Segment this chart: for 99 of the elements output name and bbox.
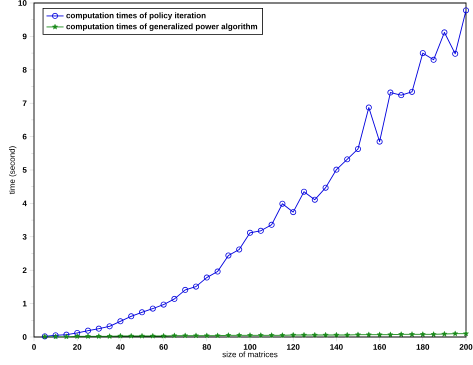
point — [214, 268, 221, 275]
point — [388, 332, 394, 338]
y-tick-label: 2 — [22, 267, 27, 273]
point — [160, 302, 167, 308]
x-tick-label: 180 — [416, 344, 430, 350]
point — [74, 330, 80, 336]
point — [96, 333, 102, 339]
point — [430, 331, 436, 337]
y-tick-label: 9 — [22, 34, 27, 40]
x-tick-label: 160 — [373, 344, 386, 350]
point — [204, 274, 210, 281]
x-axis-title: size of matrices — [222, 351, 278, 358]
point — [452, 330, 458, 336]
point — [409, 331, 415, 337]
point — [150, 333, 156, 338]
point — [366, 104, 372, 111]
x-tick-label: 80 — [202, 344, 211, 350]
x-tick-label: 60 — [159, 344, 168, 350]
point — [312, 196, 318, 203]
point — [312, 332, 318, 338]
point — [355, 146, 361, 152]
y-axis-title: time (second) — [8, 146, 16, 194]
y-tick-label: 1 — [22, 300, 27, 306]
point — [160, 333, 166, 338]
point — [398, 331, 404, 337]
legend-label: computation times of generalized power algorithm — [66, 23, 258, 31]
point — [366, 332, 372, 338]
point — [322, 332, 328, 338]
y-tick-label: 5 — [22, 167, 27, 173]
point — [452, 50, 458, 57]
point — [247, 230, 253, 236]
point — [204, 332, 210, 338]
x-tick-label: 120 — [287, 344, 300, 350]
point — [322, 184, 329, 191]
point — [214, 332, 220, 338]
point — [334, 332, 340, 338]
point — [301, 332, 307, 338]
point — [128, 333, 134, 338]
point — [85, 328, 92, 334]
point — [333, 166, 340, 173]
point — [268, 222, 275, 228]
point — [441, 29, 448, 36]
point — [344, 332, 350, 338]
y-tick-label: 4 — [22, 200, 27, 206]
point — [301, 188, 308, 195]
point — [182, 286, 188, 293]
point — [258, 228, 264, 234]
point — [128, 313, 134, 320]
point — [420, 50, 426, 56]
point — [139, 333, 145, 338]
point — [236, 246, 242, 252]
point — [290, 332, 296, 338]
point — [150, 306, 156, 312]
x-tick-label: 40 — [116, 344, 125, 350]
point — [106, 333, 112, 339]
point — [376, 332, 382, 338]
y-tick-label: 7 — [22, 100, 27, 106]
point — [279, 200, 286, 207]
point — [409, 88, 416, 95]
point — [376, 138, 383, 145]
point — [106, 323, 113, 330]
x-tick-label: 140 — [330, 344, 343, 350]
x-tick-label: 20 — [73, 344, 82, 350]
y-tick-label: 6 — [22, 134, 27, 140]
point — [387, 90, 394, 96]
point — [74, 333, 80, 339]
point — [85, 333, 91, 339]
point — [118, 333, 124, 338]
point — [442, 330, 448, 336]
point — [182, 332, 188, 338]
y-tick-label: 8 — [22, 66, 27, 73]
x-tick-label: 0 — [32, 344, 36, 350]
point — [290, 209, 296, 216]
point — [117, 318, 124, 324]
y-tick-label: 0 — [22, 334, 27, 340]
y-tick-label: 3 — [22, 234, 27, 240]
x-tick-label: 100 — [244, 344, 256, 350]
point — [96, 326, 102, 332]
point — [280, 332, 286, 338]
point — [139, 309, 146, 316]
point — [247, 332, 253, 338]
point — [268, 332, 274, 338]
point — [344, 156, 350, 162]
legend-label: computation times of policy iteration — [66, 12, 206, 20]
y-tick-label: 10 — [18, 0, 27, 6]
point — [398, 92, 404, 98]
point — [226, 332, 232, 338]
point — [172, 332, 178, 338]
point — [430, 56, 437, 63]
point — [225, 252, 232, 259]
point — [171, 296, 178, 302]
point — [420, 331, 426, 337]
point — [193, 332, 199, 338]
x-tick-label: 200 — [460, 344, 472, 350]
point — [193, 284, 200, 290]
point — [463, 330, 469, 336]
point — [236, 332, 242, 338]
point — [355, 332, 361, 338]
point — [258, 332, 264, 338]
